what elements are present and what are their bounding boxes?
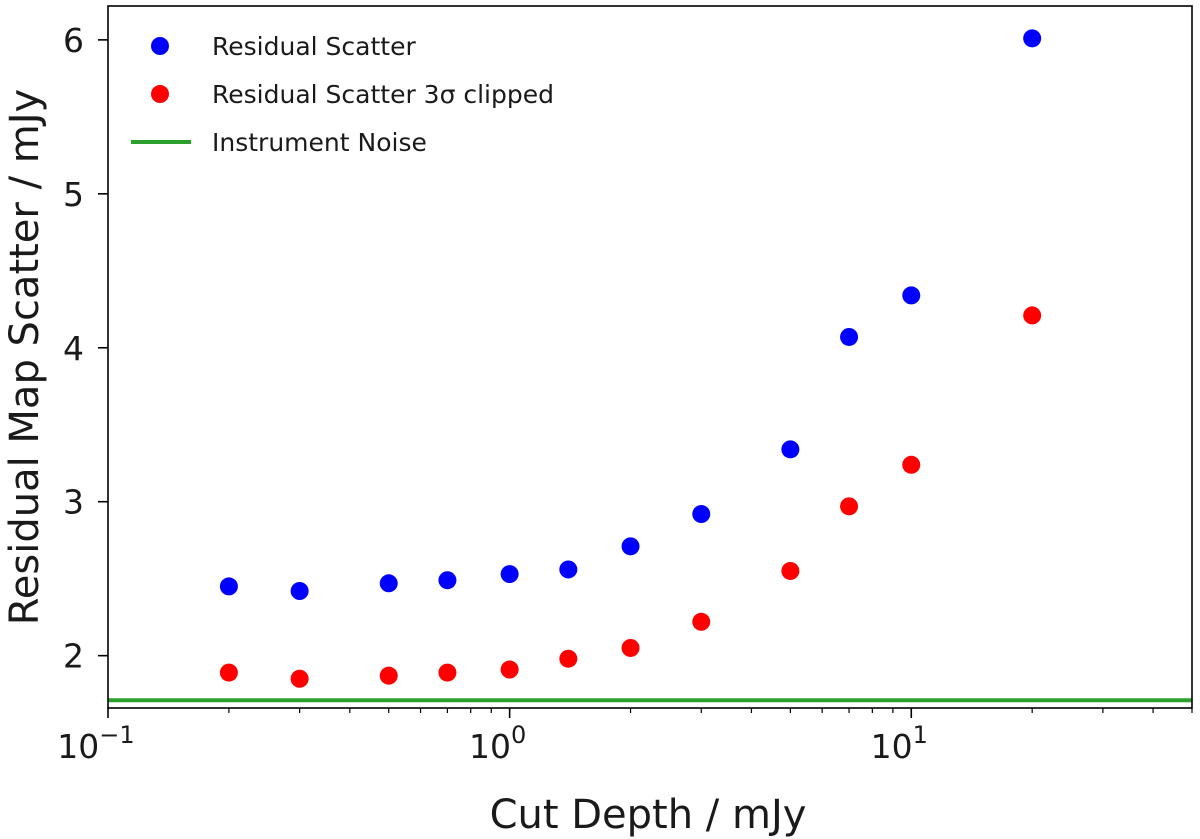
- x-tick-base: 10: [57, 727, 99, 766]
- clipped-scatter-point: [840, 497, 859, 516]
- clipped-scatter-point: [500, 660, 519, 679]
- clipped-scatter-point: [438, 663, 457, 682]
- x-tick-label: 100: [469, 721, 526, 766]
- legend-label: Instrument Noise: [212, 128, 427, 157]
- legend-label: Residual Scatter: [212, 32, 416, 61]
- y-tick-label: 2: [63, 637, 84, 676]
- clipped-scatter-point: [219, 663, 238, 682]
- x-tick-exponent: 0: [511, 721, 526, 749]
- clipped-scatter-point: [902, 455, 921, 474]
- legend-marker: [151, 85, 169, 103]
- x-tick-exponent: −1: [99, 721, 134, 749]
- residual-scatter-point: [438, 571, 457, 590]
- legend-label: Residual Scatter 3σ clipped: [212, 80, 554, 109]
- x-axis-title: Cut Depth / mJy: [490, 792, 807, 838]
- legend: Residual Scatter Residual Scatter 3σ clip…: [131, 32, 554, 157]
- clipped-scatter-point: [559, 649, 578, 668]
- legend-residual-scatter: Residual Scatter: [151, 32, 416, 61]
- clipped-scatter-point: [1023, 306, 1042, 325]
- residual-scatter-point: [692, 505, 711, 524]
- residual-scatter-point: [1023, 29, 1042, 48]
- residual-scatter-point: [902, 286, 921, 305]
- clipped-scatter-point: [290, 669, 309, 688]
- residual-scatter-point: [219, 577, 238, 596]
- y-tick-label: 4: [63, 329, 84, 368]
- plot-area: [108, 29, 1192, 703]
- clipped-scatter-point: [781, 561, 800, 580]
- legend-marker: [151, 37, 169, 55]
- x-tick-base: 10: [871, 727, 913, 766]
- y-tick-label: 5: [63, 175, 84, 214]
- y-axis-title: Residual Map Scatter / mJy: [2, 89, 48, 625]
- residual-scatter-point: [781, 440, 800, 459]
- plot-frame: [107, 5, 1193, 709]
- residual-scatter-point: [500, 565, 519, 584]
- x-tick-label: 101: [871, 721, 928, 766]
- y-tick-label: 3: [63, 483, 84, 522]
- residual-scatter-point: [840, 327, 859, 346]
- residual-scatter-point: [379, 574, 398, 593]
- residual-scatter-point: [559, 560, 578, 579]
- clipped-scatter-point: [379, 666, 398, 685]
- residual-scatter-point: [621, 537, 640, 556]
- clipped-scatter-point: [621, 638, 640, 657]
- x-tick-label: 10−1: [57, 721, 134, 766]
- legend-instrument-noise: Instrument Noise: [131, 128, 427, 157]
- clipped-scatter-point: [692, 612, 711, 631]
- x-tick-base: 10: [469, 727, 511, 766]
- y-tick-label: 6: [63, 21, 84, 60]
- x-tick-exponent: 1: [913, 721, 928, 749]
- legend-residual-scatter-clipped: Residual Scatter 3σ clipped: [151, 80, 554, 109]
- residual-scatter-point: [290, 582, 309, 600]
